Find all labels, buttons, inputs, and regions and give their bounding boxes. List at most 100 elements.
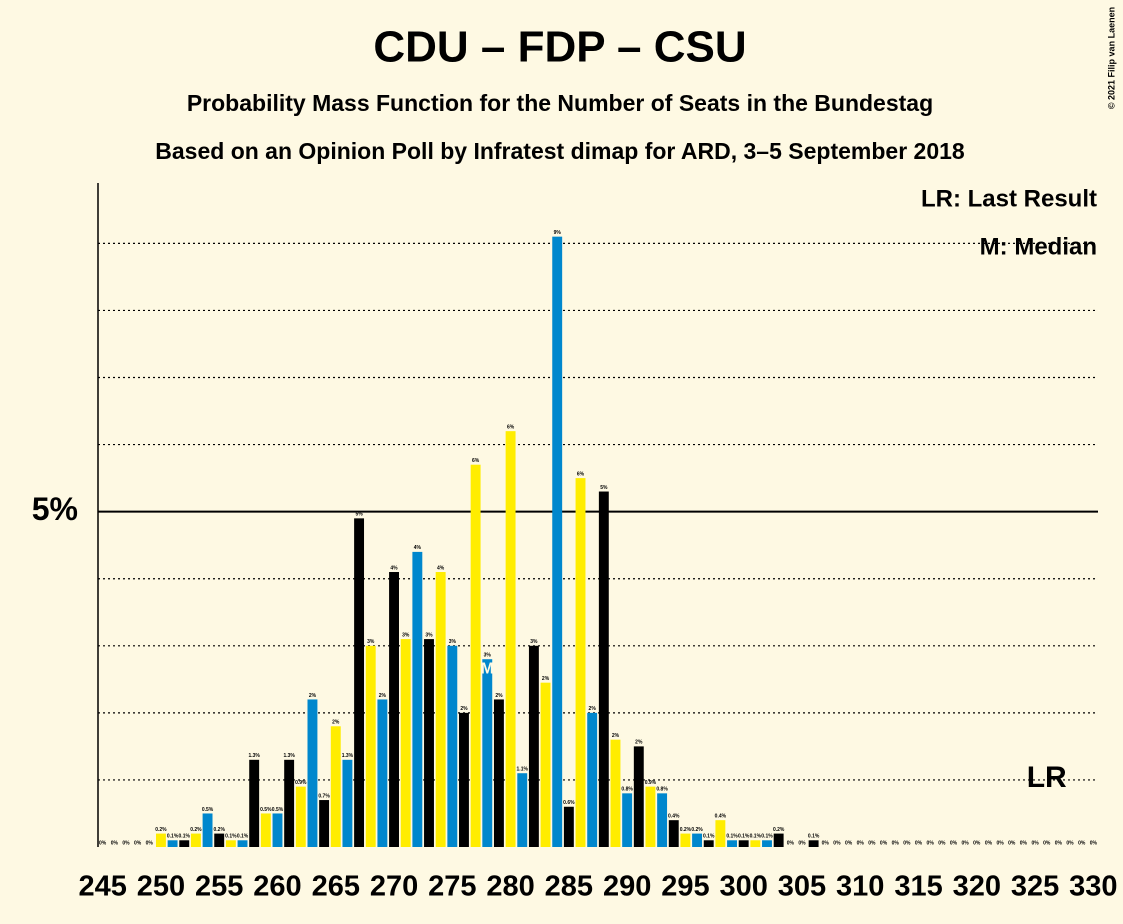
data-label: 2%	[309, 693, 317, 699]
bar	[540, 682, 551, 847]
data-label: 2%	[379, 693, 387, 699]
data-label: 2%	[460, 706, 468, 712]
data-label: 0.1%	[738, 834, 750, 840]
data-label: 0.1%	[237, 834, 249, 840]
data-label: 0.5%	[272, 807, 284, 813]
data-label: 6%	[472, 458, 480, 464]
bar	[657, 793, 668, 847]
bar	[459, 712, 469, 847]
bar	[715, 820, 726, 847]
bar	[505, 431, 516, 847]
data-label: 0.9%	[645, 780, 657, 786]
data-label: 1.3%	[342, 753, 354, 759]
data-label: 5%	[355, 512, 363, 518]
legend-entry: LR: Last Result	[921, 185, 1097, 212]
bar	[424, 639, 434, 847]
bar	[482, 659, 493, 847]
bar	[703, 840, 714, 847]
data-label: 0.8%	[656, 787, 668, 793]
bar	[563, 806, 574, 847]
data-label: 5%	[600, 485, 608, 491]
data-label: 2%	[332, 720, 340, 726]
bar	[155, 833, 166, 847]
bar	[622, 793, 633, 847]
bar	[237, 840, 248, 847]
data-label: 0%	[938, 840, 946, 846]
data-label: 0.1%	[726, 834, 738, 840]
data-label: 0.2%	[773, 827, 785, 833]
data-label: 0.1%	[761, 834, 773, 840]
bar	[633, 746, 644, 847]
data-label: 0%	[111, 840, 119, 846]
bar	[808, 840, 819, 847]
data-label: 0%	[122, 840, 130, 846]
bar	[284, 759, 295, 847]
copyright: © 2021 Filip van Laenen	[1106, 7, 1116, 109]
x-tick-label: 330	[1069, 871, 1117, 903]
data-label: 0.9%	[295, 780, 307, 786]
data-label: 0%	[903, 840, 911, 846]
data-label: 0%	[973, 840, 981, 846]
bar	[587, 712, 598, 847]
data-label: 0%	[985, 840, 993, 846]
x-tick-label: 310	[836, 871, 884, 903]
chart-subtitle: Based on an Opinion Poll by Infratest di…	[155, 138, 965, 164]
bar	[365, 645, 376, 847]
data-label: 2%	[612, 733, 620, 739]
bar	[295, 786, 306, 847]
bar	[319, 800, 330, 847]
data-label: 0.2%	[214, 827, 226, 833]
y-tick-label: 5%	[32, 491, 78, 527]
data-label: 0.2%	[155, 827, 167, 833]
x-tick-label: 320	[953, 871, 1001, 903]
bar	[377, 699, 388, 847]
data-label: 1.1%	[517, 767, 529, 773]
chart-subtitle: Probability Mass Function for the Number…	[187, 90, 933, 116]
data-label: 0%	[880, 840, 888, 846]
data-label: 0%	[868, 840, 876, 846]
x-tick-label: 275	[428, 871, 476, 903]
bar	[528, 645, 539, 847]
bar	[260, 813, 271, 847]
data-label: 0.2%	[691, 827, 703, 833]
data-label: 0%	[1055, 840, 1063, 846]
data-label: 3%	[367, 639, 375, 645]
data-label: 0.5%	[202, 807, 214, 813]
bar	[272, 813, 283, 847]
data-label: 3%	[530, 639, 538, 645]
bar	[738, 840, 749, 847]
bar	[190, 833, 201, 847]
bar	[517, 773, 528, 847]
bar	[400, 639, 411, 847]
data-label: 0%	[146, 840, 154, 846]
data-label: 2%	[635, 740, 643, 746]
x-tick-label: 305	[778, 871, 826, 903]
data-label: 0%	[857, 840, 865, 846]
x-tick-label: 265	[312, 871, 360, 903]
bar	[680, 833, 691, 847]
bar	[493, 699, 504, 847]
data-label: 0.8%	[621, 787, 633, 793]
x-tick-label: 285	[545, 871, 593, 903]
data-label: 0.4%	[715, 813, 727, 819]
data-label: 0%	[833, 840, 841, 846]
x-tick-label: 290	[603, 871, 651, 903]
bar	[389, 572, 399, 847]
data-label: 0%	[1078, 840, 1086, 846]
data-label: 0.1%	[179, 834, 191, 840]
x-tick-label: 255	[195, 871, 243, 903]
bar	[447, 645, 458, 847]
data-label: 0.1%	[703, 834, 715, 840]
legend-entry: M: Median	[980, 233, 1097, 260]
data-label: 0%	[1020, 840, 1028, 846]
data-label: 0%	[927, 840, 935, 846]
x-tick-label: 300	[719, 871, 767, 903]
last-result-marker: LR	[1027, 761, 1067, 794]
bar	[179, 840, 190, 847]
bar	[225, 840, 236, 847]
median-marker: M	[481, 660, 494, 677]
data-label: 0%	[950, 840, 958, 846]
data-label: 0%	[134, 840, 142, 846]
bar	[214, 833, 225, 847]
